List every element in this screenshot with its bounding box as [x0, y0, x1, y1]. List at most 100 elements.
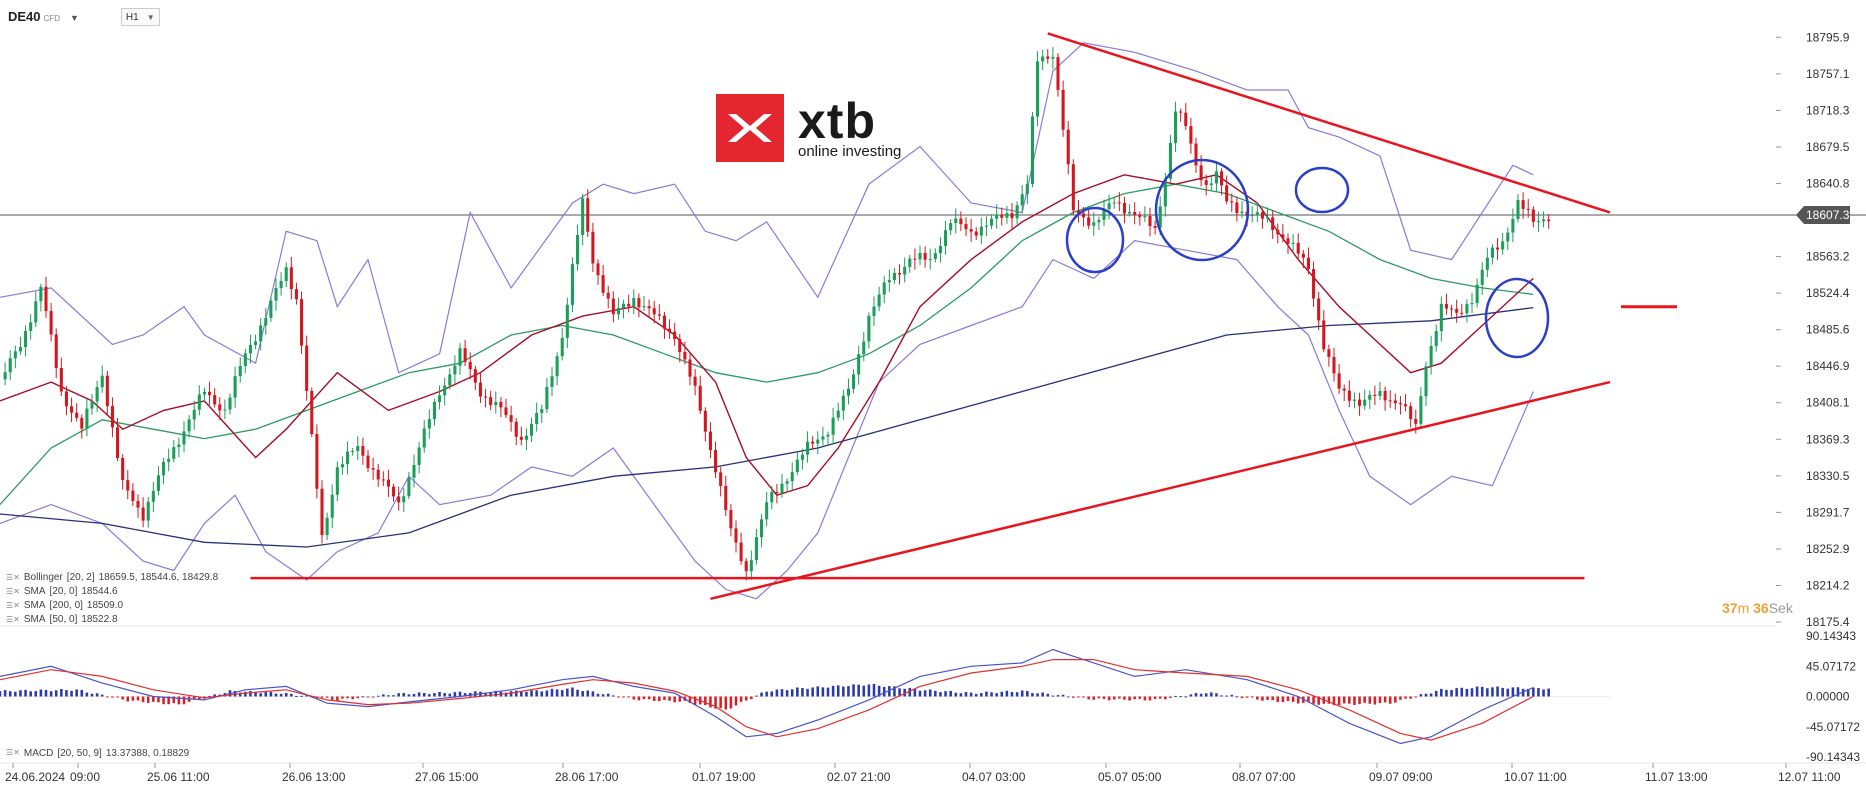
- macd-histogram-bar: [1169, 696, 1172, 698]
- legend-sma20[interactable]: ☰✕ SMA [20, 0] 18544.6: [6, 585, 218, 599]
- macd-histogram-bar: [704, 696, 707, 706]
- candle-body: [1138, 214, 1142, 218]
- timeframe-selector[interactable]: H1 ▼: [120, 8, 160, 26]
- candle-body: [1225, 185, 1229, 202]
- candle-body: [806, 441, 810, 455]
- candle-body: [1439, 303, 1443, 332]
- candle-body: [463, 348, 467, 362]
- macd-histogram-bar: [1143, 696, 1147, 701]
- highlight-circle[interactable]: [1154, 158, 1250, 262]
- candle-body: [708, 431, 712, 451]
- legend-bollinger[interactable]: ☰✕ Bollinger [20, 2] 18659.5, 18544.6, 1…: [6, 571, 218, 585]
- highlight-circle[interactable]: [1484, 277, 1550, 359]
- candle-body: [24, 330, 28, 348]
- candle-body: [1501, 241, 1505, 250]
- candle-body: [647, 306, 651, 309]
- macd-histogram-bar: [709, 696, 712, 708]
- macd-histogram-bar: [806, 688, 809, 697]
- candle-body: [846, 388, 850, 396]
- macd-histogram-bar: [525, 691, 528, 697]
- countdown-minutes-unit: m: [1737, 600, 1750, 616]
- candle-body: [785, 481, 789, 484]
- macd-histogram-bar: [990, 692, 993, 697]
- bollinger-upper-band: [0, 42, 1534, 374]
- macd-histogram-bar: [254, 692, 257, 697]
- candle-body: [1046, 56, 1050, 59]
- list-icon[interactable]: ☰✕: [6, 615, 20, 624]
- candle-body: [857, 354, 861, 375]
- candle-body: [790, 472, 794, 482]
- macd-histogram-bar: [407, 694, 411, 697]
- candle-body: [361, 446, 365, 456]
- symbol-selector[interactable]: DE40 CFD ▼: [8, 8, 79, 26]
- resistance-trendline[interactable]: [1047, 32, 1611, 214]
- macd-histogram-bar: [1118, 696, 1121, 699]
- candle-body: [509, 415, 513, 422]
- list-icon[interactable]: ☰✕: [6, 601, 20, 610]
- legend-macd[interactable]: ☰✕ MACD [20, 50, 9] 13.37388, 0.18829: [6, 748, 189, 759]
- candle-body: [979, 226, 983, 236]
- macd-histogram-bar: [1271, 696, 1274, 701]
- macd-histogram-bar: [387, 695, 390, 697]
- candle-body: [1199, 165, 1203, 181]
- time-tick-label: 09.07 09:00: [1369, 770, 1433, 784]
- candle-body: [1041, 56, 1045, 62]
- macd-histogram-bar: [719, 696, 722, 709]
- highlight-circle[interactable]: [1294, 166, 1350, 214]
- support-trendline[interactable]: [710, 380, 1611, 601]
- macd-histogram-bar: [1281, 696, 1285, 703]
- list-icon[interactable]: ☰✕: [6, 587, 20, 596]
- candle-body: [468, 361, 472, 370]
- legend-sma50-params: [50, 0]: [49, 614, 78, 625]
- candle-body: [1511, 218, 1515, 233]
- candle-body: [923, 252, 927, 260]
- macd-histogram-bar: [1450, 689, 1453, 697]
- macd-histogram-bar: [433, 693, 436, 697]
- chevron-down-icon[interactable]: ▼: [69, 13, 79, 23]
- candle-body: [300, 299, 304, 346]
- candle-body: [116, 427, 120, 458]
- macd-histogram-bar: [877, 685, 881, 697]
- macd-histogram-bar: [1005, 690, 1009, 697]
- candle-body: [540, 409, 544, 413]
- candle-body: [376, 469, 380, 480]
- candle-body: [933, 253, 937, 259]
- macd-histogram-bar: [238, 692, 242, 697]
- highlight-circle[interactable]: [1065, 206, 1125, 274]
- macd-histogram-bar: [1092, 696, 1096, 700]
- macd-histogram-bar: [172, 696, 176, 704]
- candle-body: [1112, 202, 1116, 204]
- legend-sma50-name: SMA: [23, 614, 46, 625]
- candle-body: [126, 480, 130, 491]
- candle-body: [514, 421, 518, 437]
- candle-body: [233, 376, 237, 398]
- legend-sma50[interactable]: ☰✕ SMA [50, 0] 18522.8: [6, 613, 218, 627]
- macd-histogram-bar: [1342, 696, 1346, 704]
- macd-histogram-bar: [974, 693, 978, 697]
- time-tick-label: 08.07 07:00: [1232, 770, 1296, 784]
- candle-body: [1240, 211, 1244, 214]
- macd-histogram-bar: [1148, 696, 1152, 701]
- candle-body: [1332, 356, 1336, 374]
- candle-body: [499, 401, 503, 408]
- macd-histogram-bar: [1399, 696, 1402, 700]
- macd-histogram-bar: [1480, 686, 1484, 697]
- macd-tick-label: 0.00000: [1806, 690, 1850, 704]
- list-icon[interactable]: ☰✕: [6, 748, 20, 757]
- macd-histogram-bar: [397, 693, 400, 697]
- macd-histogram-bar: [882, 686, 886, 697]
- macd-histogram-bar: [596, 693, 600, 697]
- candle-body: [1230, 201, 1234, 203]
- macd-histogram-bar: [969, 692, 973, 697]
- macd-histogram-bar: [514, 690, 518, 697]
- legend-sma200[interactable]: ☰✕ SMA [200, 0] 18509.0: [6, 599, 218, 613]
- macd-histogram-bar: [1348, 696, 1351, 704]
- list-icon[interactable]: ☰✕: [6, 573, 20, 582]
- candle-body: [151, 490, 155, 502]
- macd-histogram-bar: [816, 686, 820, 697]
- candle-body: [1291, 242, 1295, 244]
- candle-body: [519, 436, 523, 440]
- macd-histogram-bar: [295, 695, 298, 697]
